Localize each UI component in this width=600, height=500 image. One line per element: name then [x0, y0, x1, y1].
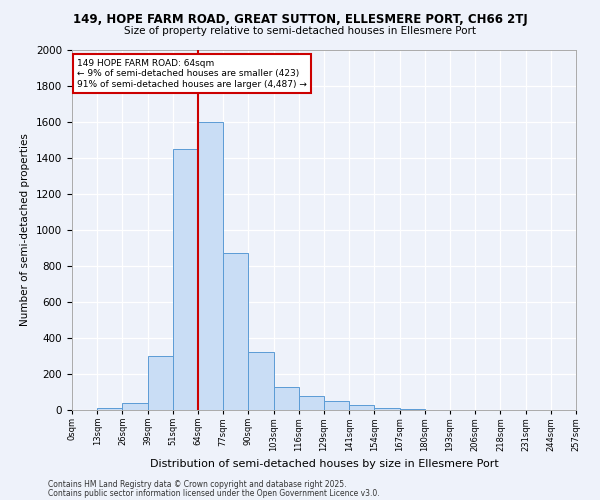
Bar: [148, 356, 173, 410]
Bar: [223, 254, 248, 410]
Text: Contains public sector information licensed under the Open Government Licence v3: Contains public sector information licen…: [48, 488, 380, 498]
Bar: [248, 352, 274, 410]
Text: 149, HOPE FARM ROAD, GREAT SUTTON, ELLESMERE PORT, CH66 2TJ: 149, HOPE FARM ROAD, GREAT SUTTON, ELLES…: [73, 12, 527, 26]
Bar: [97, 408, 122, 410]
Bar: [374, 408, 400, 410]
Bar: [173, 149, 198, 410]
Text: Contains HM Land Registry data © Crown copyright and database right 2025.: Contains HM Land Registry data © Crown c…: [48, 480, 347, 489]
X-axis label: Distribution of semi-detached houses by size in Ellesmere Port: Distribution of semi-detached houses by …: [149, 459, 499, 469]
Bar: [122, 403, 148, 410]
Text: 149 HOPE FARM ROAD: 64sqm
← 9% of semi-detached houses are smaller (423)
91% of : 149 HOPE FARM ROAD: 64sqm ← 9% of semi-d…: [77, 59, 307, 89]
Bar: [349, 404, 374, 410]
Y-axis label: Number of semi-detached properties: Number of semi-detached properties: [20, 134, 31, 326]
Bar: [299, 396, 324, 410]
Text: Size of property relative to semi-detached houses in Ellesmere Port: Size of property relative to semi-detach…: [124, 26, 476, 36]
Bar: [198, 122, 223, 410]
Bar: [400, 409, 425, 410]
Bar: [274, 386, 299, 410]
Bar: [324, 401, 349, 410]
